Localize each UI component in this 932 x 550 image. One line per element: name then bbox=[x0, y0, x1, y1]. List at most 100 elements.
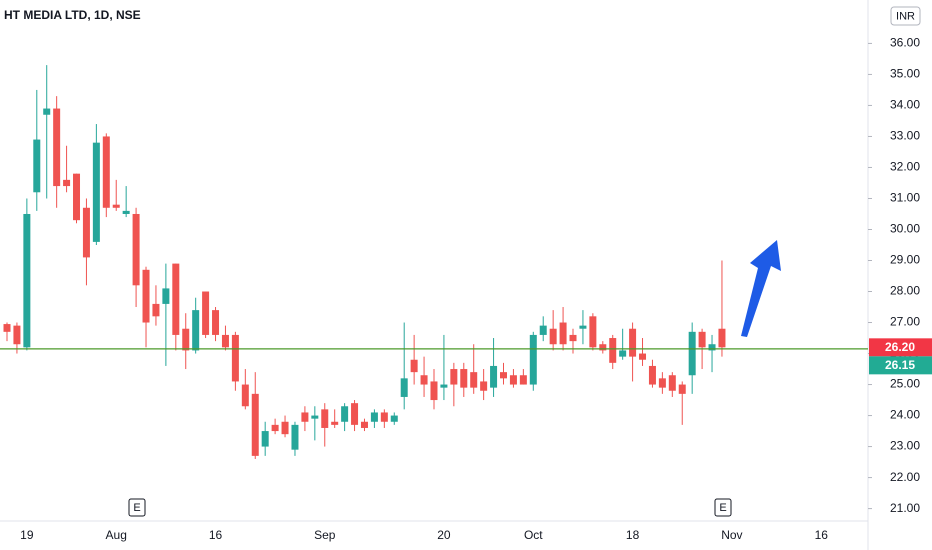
y-tick-label: 27.00 bbox=[890, 315, 920, 329]
price-label-box bbox=[869, 338, 932, 357]
candle-body bbox=[221, 334, 229, 348]
candle-body bbox=[152, 303, 160, 317]
candle-body bbox=[33, 139, 41, 193]
candle-body bbox=[311, 415, 319, 419]
candle-body bbox=[639, 353, 647, 360]
currency[interactable]: INR bbox=[896, 10, 915, 22]
candle-body bbox=[122, 210, 130, 214]
candle-body bbox=[261, 431, 269, 447]
plot: 21.0022.0023.0024.0025.0026.0027.0028.00… bbox=[0, 36, 932, 542]
candle-body bbox=[73, 173, 81, 221]
candle-body bbox=[460, 369, 468, 388]
candle-body bbox=[688, 331, 696, 376]
candle-body bbox=[281, 421, 289, 435]
y-tick-label: 22.00 bbox=[890, 470, 920, 484]
candle-body bbox=[53, 108, 61, 187]
candle-body bbox=[132, 213, 140, 286]
candle-body bbox=[321, 409, 329, 428]
candle-body bbox=[182, 328, 190, 351]
candle-body bbox=[241, 384, 249, 407]
x-tick-label: 19 bbox=[20, 528, 34, 542]
y-tick-label: 34.00 bbox=[890, 98, 920, 112]
candle-body bbox=[500, 372, 507, 379]
candle-body bbox=[529, 334, 537, 385]
candle-body bbox=[271, 424, 279, 432]
candle-body bbox=[192, 310, 200, 351]
candle-body bbox=[718, 328, 726, 348]
candle-body bbox=[539, 325, 547, 335]
candle-body bbox=[450, 369, 458, 385]
event-label: E bbox=[133, 502, 140, 514]
x-tick-label: Nov bbox=[721, 528, 742, 542]
price-label: 26.20 bbox=[885, 340, 915, 354]
price-label-box bbox=[869, 356, 932, 375]
candle-body bbox=[3, 324, 11, 332]
candle-body bbox=[589, 316, 597, 348]
candle-body bbox=[509, 375, 517, 385]
arrow-annotation bbox=[741, 240, 781, 337]
y-tick-label: 30.00 bbox=[890, 222, 920, 236]
candle-body bbox=[102, 136, 110, 208]
candle-body bbox=[480, 381, 488, 391]
candle-body bbox=[559, 322, 567, 345]
candle-body bbox=[599, 344, 607, 351]
candle-body bbox=[172, 263, 180, 335]
y-tick-label: 29.00 bbox=[890, 253, 920, 267]
candle-body bbox=[519, 375, 527, 385]
x-tick-label: 16 bbox=[209, 528, 223, 542]
y-tick-label: 28.00 bbox=[890, 284, 920, 298]
candle-body bbox=[301, 412, 309, 422]
candle-body bbox=[112, 204, 120, 208]
event-marker bbox=[128, 498, 146, 517]
candle-body bbox=[400, 378, 408, 397]
candle-body bbox=[609, 338, 617, 363]
x-tick-label: 18 bbox=[626, 528, 640, 542]
y-tick-label: 31.00 bbox=[890, 191, 920, 205]
candle-body bbox=[13, 325, 21, 345]
y-tick-label: 33.00 bbox=[890, 129, 920, 143]
candle-body bbox=[420, 375, 428, 385]
x-tick-label: Oct bbox=[524, 528, 543, 542]
candle-body bbox=[142, 269, 150, 323]
candle-body bbox=[619, 350, 627, 357]
candle-body bbox=[360, 421, 368, 428]
candle-body bbox=[251, 393, 259, 456]
candle-body bbox=[202, 291, 210, 335]
event-label: E bbox=[719, 502, 726, 514]
candle-body bbox=[678, 384, 686, 394]
y-tick-label: 21.00 bbox=[890, 501, 920, 515]
candle-body bbox=[370, 412, 378, 422]
candle-body bbox=[341, 406, 349, 422]
candle-body bbox=[569, 334, 577, 342]
y-tick-label: 24.00 bbox=[890, 408, 920, 422]
candle-body bbox=[43, 108, 51, 115]
candle-body bbox=[380, 412, 388, 422]
candle-body bbox=[440, 384, 448, 388]
candle-body bbox=[648, 365, 656, 385]
currency-box[interactable] bbox=[890, 6, 921, 26]
candle-body bbox=[82, 207, 90, 258]
candle-body bbox=[549, 328, 557, 345]
candle-body bbox=[390, 415, 398, 422]
candle-body bbox=[579, 325, 587, 329]
y-tick-label: 25.00 bbox=[890, 377, 920, 391]
candle-body bbox=[708, 344, 716, 351]
x-tick-label: Aug bbox=[106, 528, 127, 542]
x-tick-label: 16 bbox=[815, 528, 829, 542]
candle-body bbox=[291, 424, 299, 450]
candle-body bbox=[351, 403, 359, 425]
candle-body bbox=[23, 213, 31, 348]
y-tick-label: 36.00 bbox=[890, 36, 920, 50]
candle-body bbox=[231, 334, 239, 382]
candle-body bbox=[410, 359, 418, 373]
candle-body bbox=[331, 421, 339, 425]
candle-body bbox=[63, 179, 71, 187]
price-label: 26.15 bbox=[885, 358, 915, 372]
y-tick-label: 23.00 bbox=[890, 439, 920, 453]
chart-title: HT MEDIA LTD, 1D, NSE bbox=[4, 8, 141, 22]
candle-body bbox=[490, 365, 498, 388]
candle-body bbox=[162, 288, 170, 304]
y-tick-label: 32.00 bbox=[890, 160, 920, 174]
